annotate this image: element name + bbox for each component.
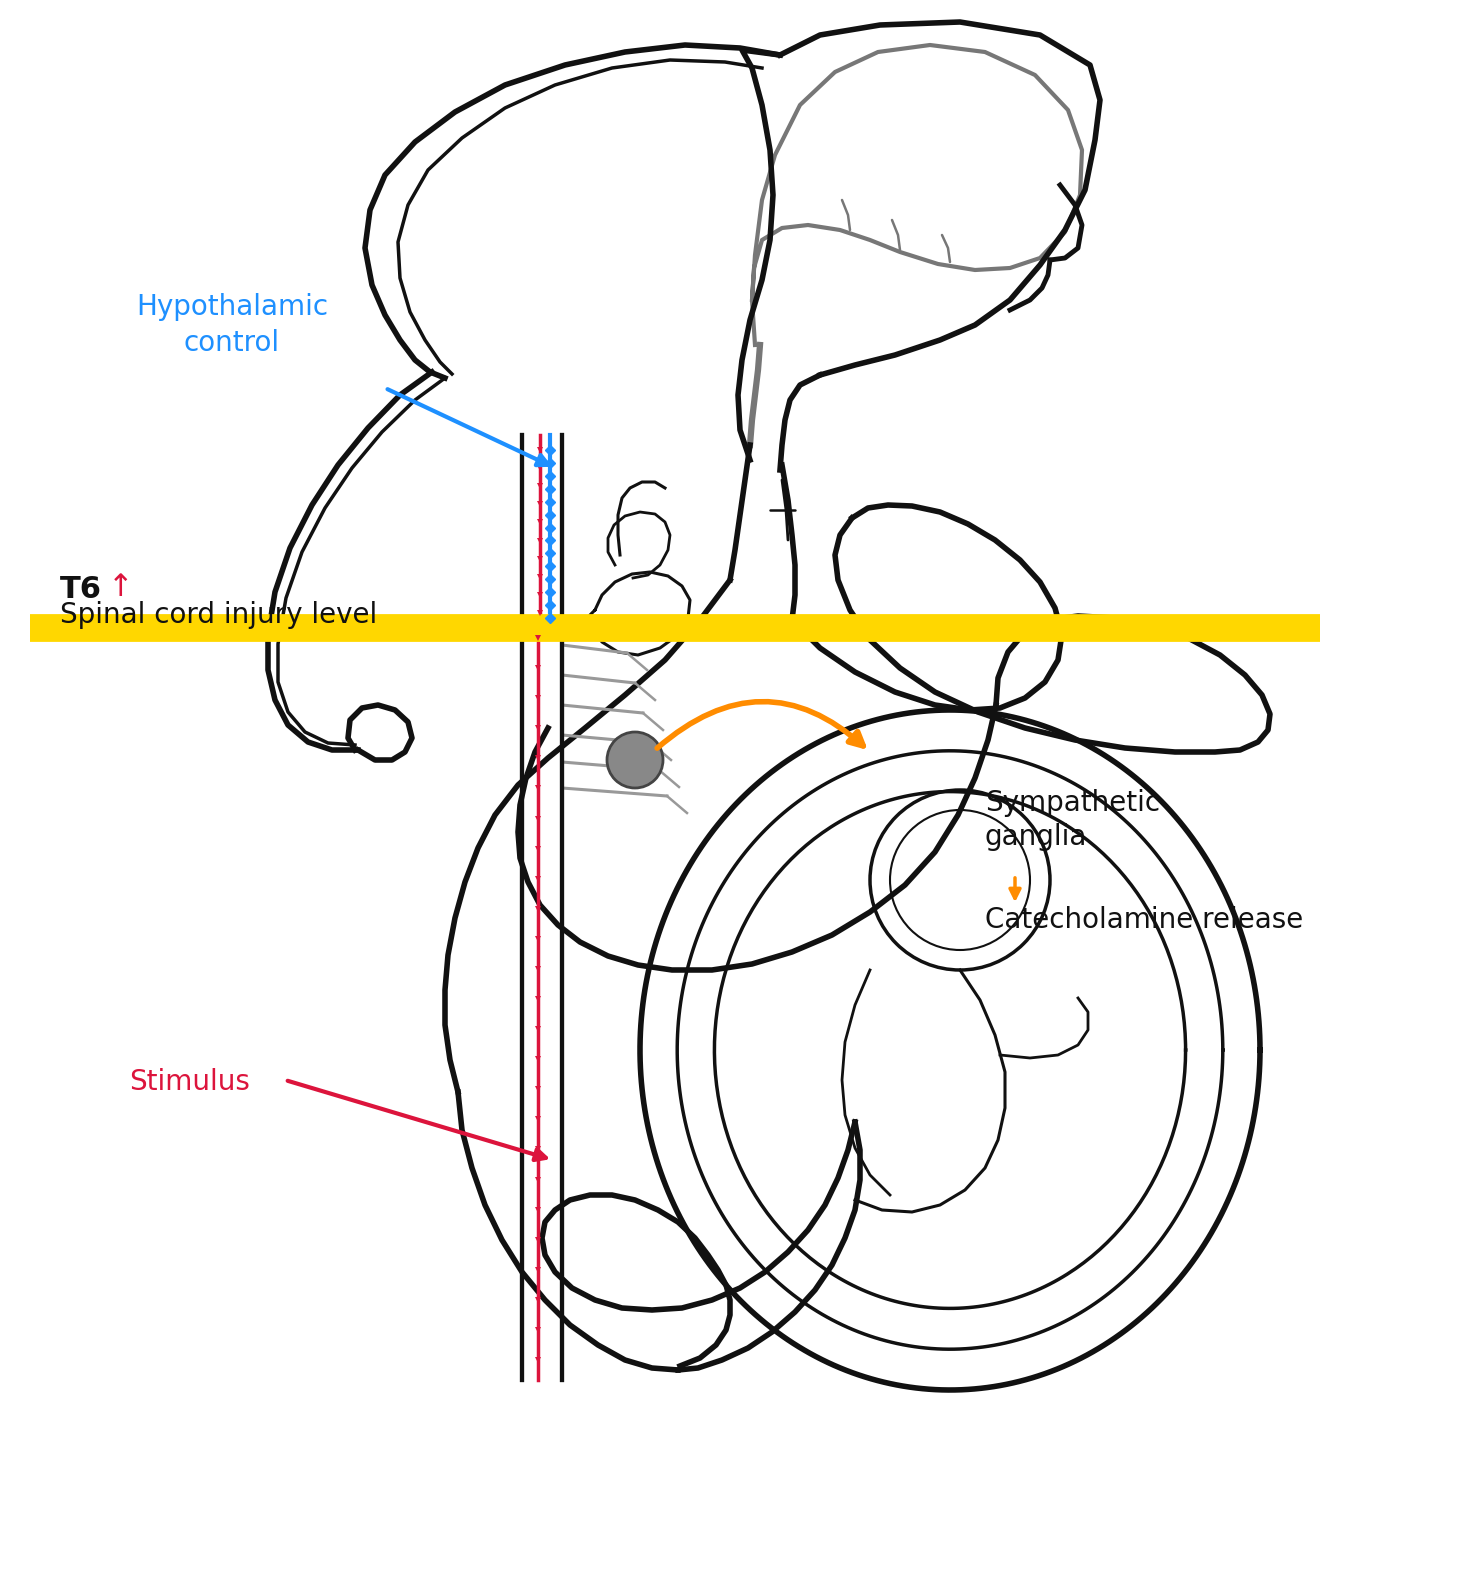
Text: ↑: ↑ bbox=[108, 573, 133, 603]
Text: Sympathetic
ganglia: Sympathetic ganglia bbox=[985, 788, 1160, 851]
Text: Spinal cord injury level: Spinal cord injury level bbox=[59, 602, 377, 629]
Text: Stimulus: Stimulus bbox=[129, 1068, 251, 1096]
Circle shape bbox=[607, 733, 663, 788]
Text: T6: T6 bbox=[59, 576, 102, 605]
Text: Hypothalamic
control: Hypothalamic control bbox=[136, 292, 328, 358]
Text: Catecholamine release: Catecholamine release bbox=[985, 907, 1304, 934]
